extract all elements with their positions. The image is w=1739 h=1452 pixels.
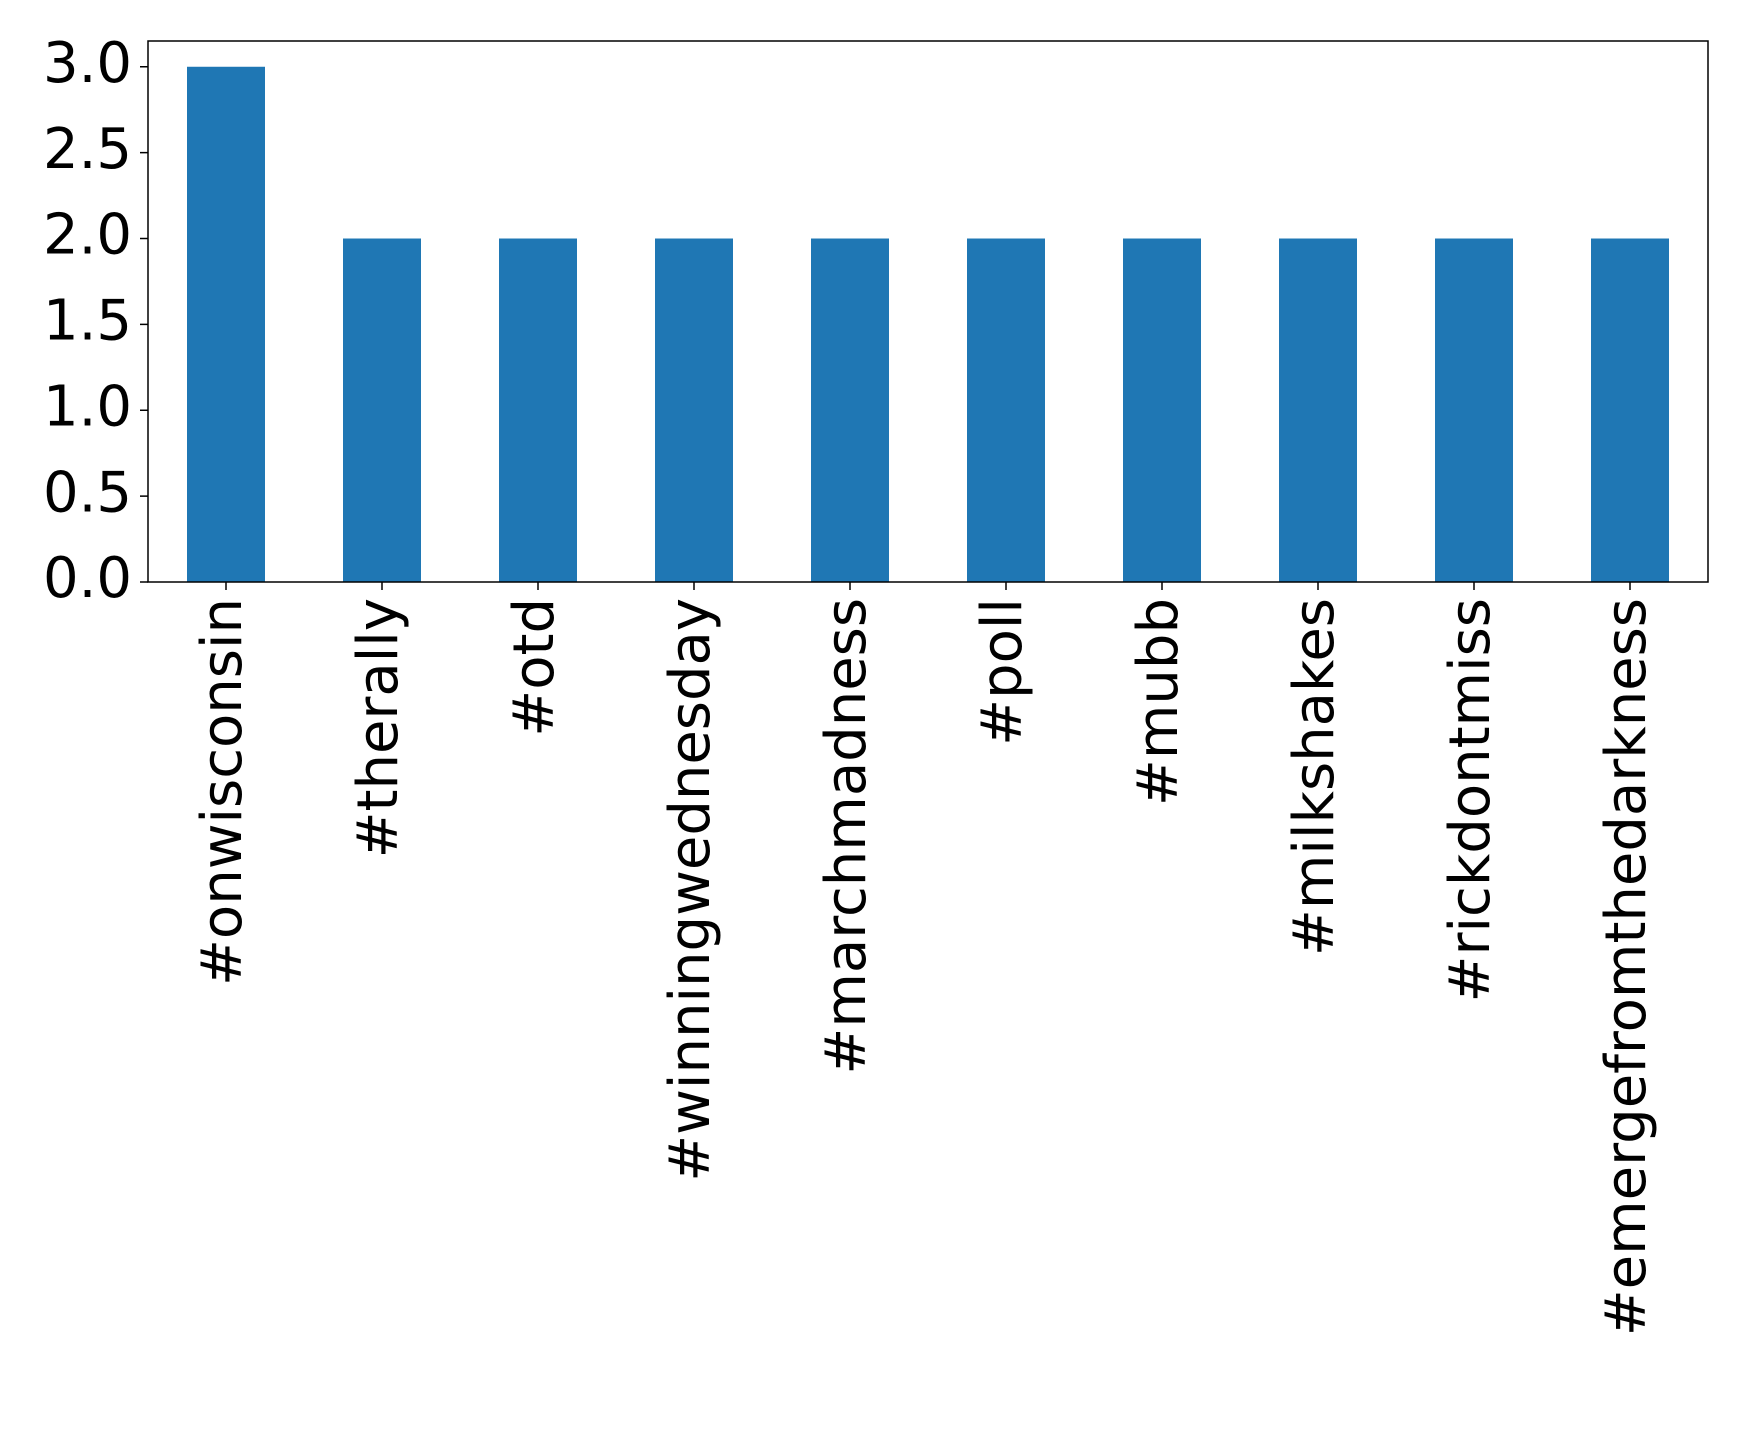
bar (499, 238, 577, 582)
y-tick-label: 0.5 (43, 460, 132, 525)
x-tick-label: #onwisconsin (190, 598, 255, 986)
x-tick-label: #poll (970, 598, 1035, 746)
x-tick-label: #milkshakes (1282, 598, 1347, 956)
bar (967, 238, 1045, 582)
y-tick-label: 1.0 (43, 374, 132, 439)
bar (187, 66, 265, 582)
bar (1435, 238, 1513, 582)
x-tick-label: #rickdontmiss (1438, 598, 1503, 1002)
bar (1591, 238, 1669, 582)
y-tick-label: 0.0 (43, 546, 132, 611)
x-tick-label: #winningwednesday (658, 598, 723, 1182)
plot-frame (147, 40, 1709, 583)
x-tick-label: #mubb (1126, 598, 1191, 806)
x-tick-label: #emergefromthedarkness (1594, 598, 1659, 1336)
y-tick-label: 2.5 (43, 117, 132, 182)
y-tick-label: 1.5 (43, 289, 132, 354)
bar (343, 238, 421, 582)
bar (1123, 238, 1201, 582)
y-tick-label: 3.0 (43, 31, 132, 96)
bar (1279, 238, 1357, 582)
x-tick-label: #marchmadness (814, 598, 879, 1075)
bar (811, 238, 889, 582)
y-tick-label: 2.0 (43, 203, 132, 268)
x-tick-label: #otd (502, 598, 567, 737)
bar (655, 238, 733, 582)
x-tick-label: #therally (346, 598, 411, 858)
